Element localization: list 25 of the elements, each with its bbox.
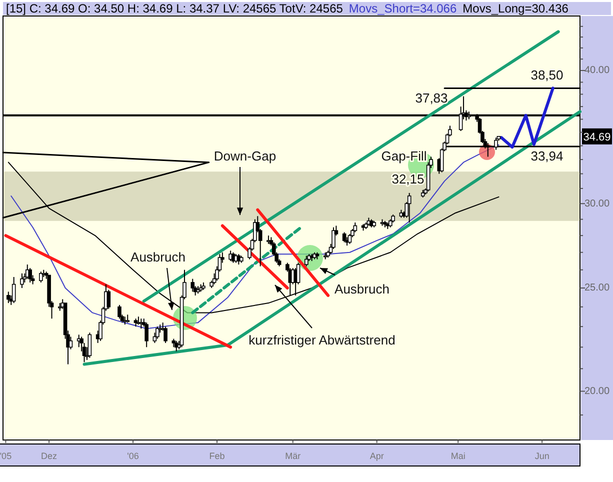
price-tag: 34.69 (582, 128, 612, 144)
annotation: Down-Gap (214, 148, 276, 164)
annotation: Ausbruch (334, 281, 390, 296)
x-tick-label: Jun (534, 451, 550, 461)
text: Movs_Short=34.066 (348, 2, 457, 16)
x-tick-label: Feb (209, 451, 225, 461)
y-tick-label: 30.00 (584, 198, 610, 210)
chart-title: [15] C: 34.69 O: 34.50 H: 34.69 L: 34.37 LV: 24565 TotV: 24565 (6, 2, 344, 16)
annotation: kurzfristiger Abwärtstrend (248, 332, 396, 348)
x-tick-label: Dez (41, 451, 58, 461)
text: Movs_Long=30.436 (462, 2, 569, 16)
x-tick-label: Mär (285, 451, 301, 461)
annotation: Gap-Fill (381, 148, 427, 164)
annotation: 33,94 (530, 148, 564, 164)
annotation: 38,50 (530, 67, 564, 82)
y-tick-label: 25.00 (584, 282, 610, 294)
annotation: Ausbruch (130, 249, 186, 264)
x-tick-label: Mai (450, 451, 466, 461)
y-tick-label: 20.00 (584, 386, 610, 397)
x-tick-label: Apr (370, 451, 384, 461)
x-tick-label: '06 (127, 451, 139, 461)
y-tick-label: 40.00 (584, 65, 610, 76)
annotation: 37,83 (415, 90, 448, 106)
x-tick-label: '05 (0, 451, 12, 461)
annotation: 32,15 (392, 171, 424, 186)
